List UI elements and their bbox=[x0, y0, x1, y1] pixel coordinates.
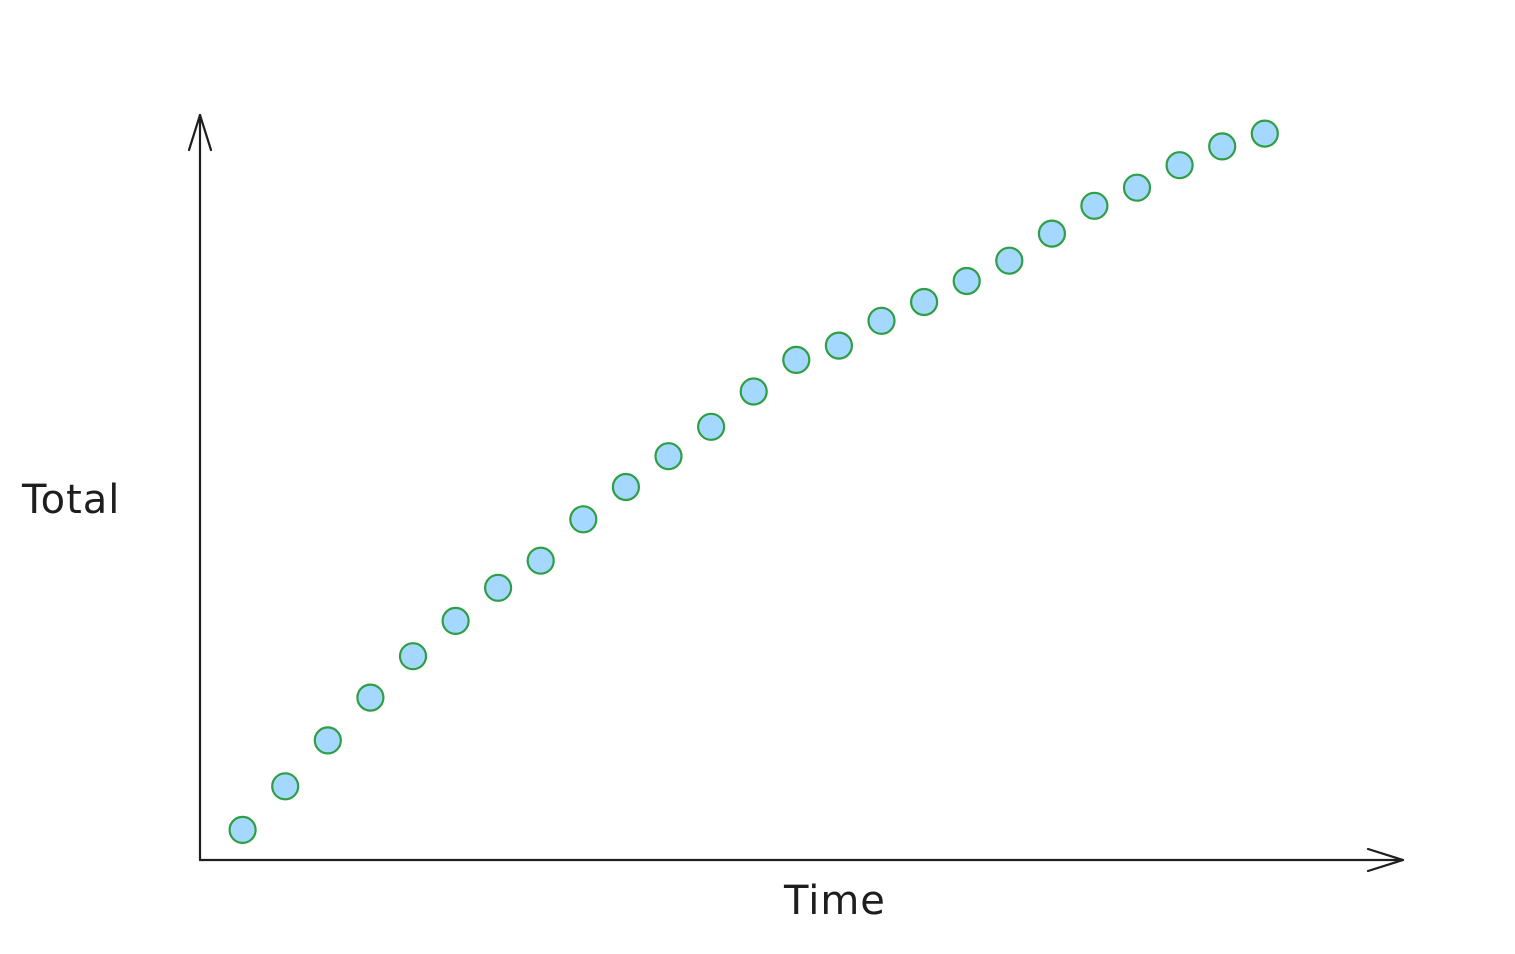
data-point bbox=[1208, 132, 1237, 161]
data-point bbox=[1250, 119, 1279, 148]
data-point bbox=[441, 606, 470, 636]
y-axis-arrowhead bbox=[187, 113, 213, 152]
data-point bbox=[824, 331, 854, 360]
data-point bbox=[611, 472, 641, 502]
x-axis-label: Time bbox=[783, 878, 886, 924]
data-point bbox=[739, 377, 768, 406]
data-point bbox=[1122, 173, 1152, 202]
data-point bbox=[398, 642, 428, 671]
data-points bbox=[228, 119, 1279, 845]
data-point bbox=[271, 772, 300, 801]
data-point bbox=[867, 306, 896, 335]
data-point bbox=[654, 442, 683, 471]
data-point bbox=[782, 345, 811, 374]
data-point bbox=[995, 246, 1024, 275]
axes bbox=[187, 113, 1405, 873]
data-point bbox=[1080, 191, 1109, 220]
data-point bbox=[1165, 151, 1194, 180]
y-axis-label: Total bbox=[21, 477, 120, 523]
data-point bbox=[356, 683, 385, 712]
data-point bbox=[909, 287, 939, 317]
x-axis-arrowhead bbox=[1366, 847, 1405, 873]
data-point bbox=[569, 505, 598, 534]
data-point bbox=[313, 726, 342, 755]
data-point bbox=[526, 546, 555, 575]
data-point bbox=[484, 573, 513, 602]
data-point bbox=[696, 412, 726, 441]
data-point bbox=[952, 266, 981, 296]
data-point bbox=[228, 815, 257, 845]
data-point bbox=[1037, 219, 1067, 248]
